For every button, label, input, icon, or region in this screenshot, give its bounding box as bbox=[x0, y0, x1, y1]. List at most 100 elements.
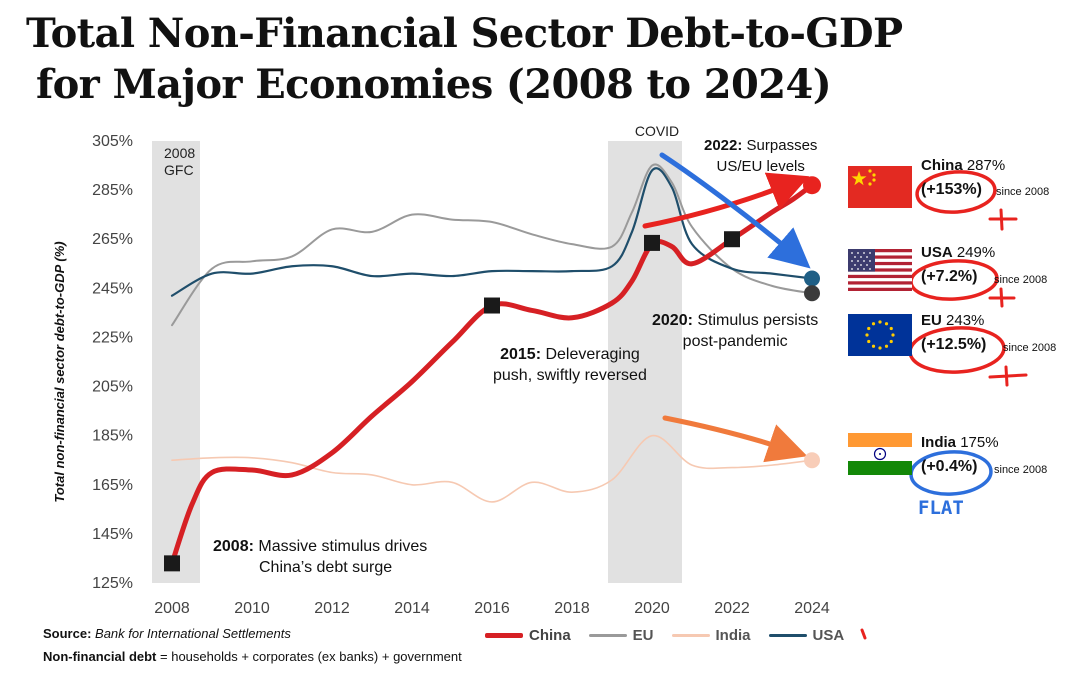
hand-drawn-circles: FLAT bbox=[860, 170, 1028, 640]
endpoint-usa bbox=[804, 270, 820, 287]
shaded-period-label: 2008 bbox=[164, 145, 195, 161]
legend: China EU India USA bbox=[485, 627, 844, 644]
y-tick-label: 225% bbox=[92, 329, 133, 346]
legend-swatch-china bbox=[485, 633, 523, 638]
x-tick-label: 2020 bbox=[634, 600, 670, 617]
legend-item-usa: USA bbox=[768, 627, 845, 644]
y-tick-label: 165% bbox=[92, 477, 133, 494]
annotation-2022-year: 2022: bbox=[704, 137, 743, 154]
chart-title: Total Non-Financial Sector Debt-to-GDP f… bbox=[26, 8, 903, 110]
eu-star bbox=[867, 339, 871, 344]
china-change-circle bbox=[915, 170, 997, 214]
annotation-2022-line2: US/EU levels bbox=[716, 158, 805, 175]
series-line-india bbox=[171, 434, 813, 503]
india-since: since 2008 bbox=[994, 464, 1048, 476]
annotation-2008-line2: China’s debt surge bbox=[259, 559, 393, 576]
china-value: 287% bbox=[966, 157, 1006, 174]
x-axis: 2008 2010 2012 2014 2016 2018 2020 2022 2024 bbox=[154, 600, 830, 617]
endpoint-eu bbox=[804, 285, 820, 302]
plus-mark-eu bbox=[988, 365, 1028, 387]
usa-value: 249% bbox=[956, 244, 996, 261]
y-tick-label: 245% bbox=[92, 280, 133, 297]
y-tick-label: 285% bbox=[92, 182, 133, 199]
definition-label: Non-financial debt bbox=[43, 649, 157, 664]
y-tick-label: 125% bbox=[92, 575, 133, 592]
y-tick-label: 205% bbox=[92, 379, 133, 396]
china-name: China bbox=[921, 157, 963, 174]
eu-star bbox=[871, 344, 876, 348]
source-note: Source: Bank for International Settlemen… bbox=[43, 626, 291, 641]
title-line-1: Total Non-Financial Sector Debt-to-GDP bbox=[26, 10, 903, 57]
eu-star bbox=[884, 322, 889, 326]
annotation-2015: 2015: Deleveraging push, swiftly reverse… bbox=[493, 344, 647, 386]
china-label: China 287% bbox=[921, 157, 1005, 174]
eu-flag-icon bbox=[848, 314, 912, 356]
shaded-period-1 bbox=[608, 141, 682, 583]
legend-label-usa: USA bbox=[812, 627, 845, 644]
legend-label-eu: EU bbox=[632, 627, 654, 644]
china-change: (+153%) bbox=[921, 181, 982, 198]
legend-item-china: China bbox=[485, 627, 571, 644]
china-since: since 2008 bbox=[996, 186, 1050, 198]
series-line-china bbox=[169, 182, 815, 566]
eu-name: EU bbox=[921, 312, 942, 329]
series-line-eu bbox=[171, 163, 813, 327]
legend-swatch-eu bbox=[588, 634, 627, 637]
legend-item-eu: EU bbox=[588, 627, 654, 644]
china-flag-icon bbox=[848, 166, 912, 208]
source-text: Bank for International Settlements bbox=[95, 626, 291, 641]
y-tick-label: 265% bbox=[92, 231, 133, 248]
usa-change: (+7.2%) bbox=[921, 268, 978, 285]
legend-swatch-usa bbox=[768, 634, 807, 637]
event-markers bbox=[164, 231, 740, 572]
hand-drawn-arrows bbox=[642, 152, 811, 463]
legend-item-india: India bbox=[671, 627, 751, 644]
shaded-period-0 bbox=[152, 141, 200, 583]
plus-mark-china bbox=[988, 208, 1018, 231]
x-tick-label: 2010 bbox=[234, 600, 270, 617]
source-label: Source: bbox=[43, 626, 92, 641]
y-tick-label: 305% bbox=[92, 133, 133, 150]
y-axis-title: Total non-financial sector debt-to-GDP (… bbox=[52, 241, 67, 502]
annotation-2008-text: Massive stimulus drives bbox=[258, 538, 428, 555]
eu-star bbox=[889, 339, 893, 344]
x-tick-label: 2022 bbox=[714, 600, 750, 617]
event-marker-2 bbox=[644, 234, 660, 251]
x-tick-label: 2016 bbox=[474, 600, 510, 617]
x-tick-label: 2008 bbox=[154, 600, 190, 617]
x-tick-label: 2014 bbox=[394, 600, 430, 617]
shaded-period-label: COVID bbox=[635, 123, 679, 139]
india-value: 175% bbox=[960, 434, 999, 451]
y-tick-label: 185% bbox=[92, 428, 133, 445]
endpoint-india bbox=[804, 452, 820, 469]
event-marker-0 bbox=[164, 555, 180, 572]
eu-star bbox=[889, 326, 893, 331]
eu-star bbox=[884, 344, 889, 348]
orange-arrow bbox=[662, 415, 808, 463]
annotation-2015-line2: push, swiftly reversed bbox=[493, 367, 647, 384]
x-tick-label: 2012 bbox=[314, 600, 350, 617]
annotation-2008: 2008: Massive stimulus drives China’s de… bbox=[213, 536, 427, 578]
x-tick-label: 2018 bbox=[554, 600, 590, 617]
legend-label-china: China bbox=[529, 627, 571, 644]
eu-since: since 2008 bbox=[1003, 342, 1057, 354]
usa-name: USA bbox=[921, 244, 953, 261]
annotation-2015-year: 2015: bbox=[500, 346, 542, 363]
eu-star bbox=[878, 320, 882, 324]
annotation-2020-line2: post-pandemic bbox=[682, 333, 788, 350]
india-change-circle bbox=[909, 450, 993, 496]
annotation-2008-year: 2008: bbox=[213, 538, 254, 555]
series-line-usa bbox=[170, 167, 814, 297]
series-lines bbox=[169, 163, 815, 566]
eu-star bbox=[871, 322, 876, 326]
annotation-2020: 2020: Stimulus persists post-pandemic bbox=[652, 310, 818, 352]
eu-star bbox=[878, 346, 882, 350]
annotation-2022: 2022: Surpasses US/EU levels bbox=[704, 135, 817, 177]
red-arrow bbox=[642, 172, 810, 229]
usa-since: since 2008 bbox=[994, 274, 1048, 286]
event-marker-1 bbox=[484, 297, 500, 314]
india-label: India 175% bbox=[921, 434, 999, 451]
definition-text: = households + corporates (ex banks) + g… bbox=[160, 649, 462, 664]
x-tick-label: 2024 bbox=[794, 600, 830, 617]
